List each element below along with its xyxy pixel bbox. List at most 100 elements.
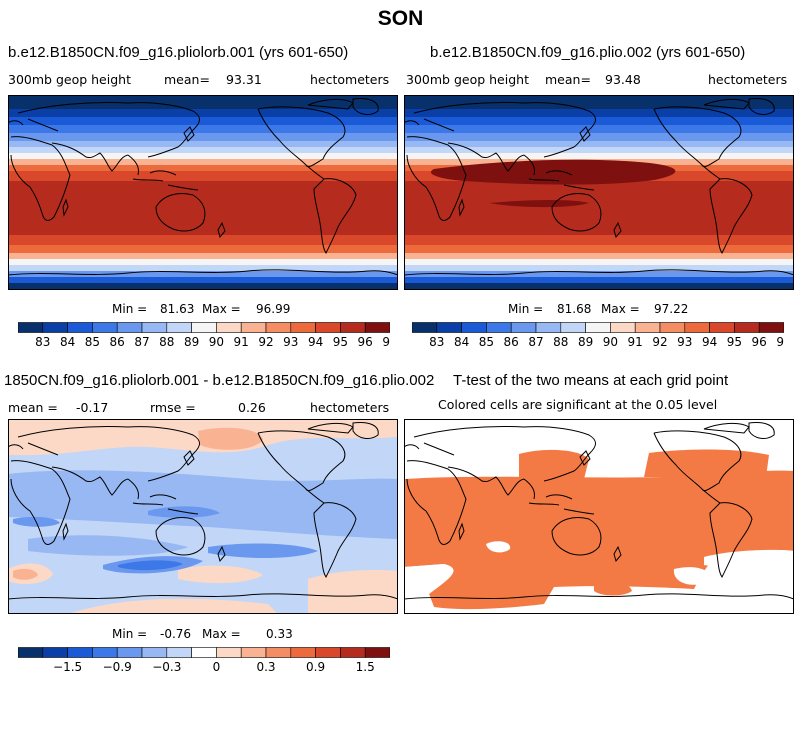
field-band	[8, 153, 398, 159]
colorbar-tick-label: 1.5	[356, 660, 375, 674]
panel3-min-label: Min =	[112, 627, 148, 641]
colorbar-swatch	[18, 647, 44, 658]
colorbar-tick-label: 94	[702, 335, 717, 349]
panel2-units: hectometers	[708, 72, 788, 87]
panel3-min-value: -0.76	[160, 627, 192, 641]
colorbar-swatch	[116, 647, 143, 658]
colorbar-swatch	[486, 322, 512, 333]
colorbar-tick-label: 93	[283, 335, 298, 349]
colorbar-swatch	[216, 322, 242, 333]
colorbar-swatch	[510, 322, 537, 333]
colorbar-swatch	[734, 322, 760, 333]
field-band	[8, 133, 398, 141]
field-band	[404, 271, 794, 277]
panel1-field	[8, 95, 398, 290]
field-band	[8, 283, 398, 290]
colorbar-swatch	[265, 647, 292, 658]
panel2-title: b.e12.B1850CN.f09_g16.plio.002 (yrs 601-…	[430, 44, 746, 61]
colorbar-swatch	[240, 322, 267, 333]
colorbar-tick-label: 95	[333, 335, 348, 349]
colorbar-tick-label: 0.3	[256, 660, 275, 674]
colorbar-swatch	[166, 647, 192, 658]
panel1-colorbar: 83 84 85 86 87 88 89 90 91 92 93 94 95 96 97	[18, 322, 390, 349]
panel1-max-value: 96.99	[256, 302, 291, 316]
colorbar-tick-label: 85	[479, 335, 494, 349]
colorbar-tick-label: 88	[553, 335, 568, 349]
field-band	[8, 245, 398, 253]
colorbar-tick-label: 91	[628, 335, 643, 349]
colorbar-swatch	[340, 322, 366, 333]
colorbar-swatch	[585, 322, 611, 333]
colorbar-tick-label: 92	[652, 335, 667, 349]
colorbar-swatch	[535, 322, 562, 333]
colorbar-tick-label: 85	[85, 335, 100, 349]
panel3-rmse-label: rmse =	[150, 400, 196, 415]
colorbar-swatch	[166, 322, 192, 333]
panel2-map	[404, 95, 794, 290]
field-band	[8, 117, 398, 125]
colorbar-swatch	[42, 322, 68, 333]
panel3-title: 1850CN.f09_g16.pliolorb.001 - b.e12.B185…	[4, 372, 435, 389]
colorbar-tick-label: 94	[308, 335, 323, 349]
colorbar-swatch	[67, 647, 93, 658]
field-band	[8, 147, 398, 153]
colorbar-swatch	[116, 322, 143, 333]
field-band	[404, 283, 794, 290]
panel1-min-label: Min =	[112, 302, 148, 316]
panel3-mean-label: mean =	[8, 400, 58, 415]
panel3-colorbar: −1.5 −0.9 −0.3 0 0.3 0.9 1.5	[18, 647, 390, 674]
panel1-map	[8, 95, 398, 290]
panel3-max-value: 0.33	[266, 627, 293, 641]
colorbar-swatch	[265, 322, 292, 333]
panel3-negative-anomalies	[8, 470, 398, 574]
panel4-subtitle: Colored cells are significant at the 0.0…	[438, 397, 718, 412]
colorbar-tick-label: 96	[752, 335, 767, 349]
colorbar-tick-label: 86	[110, 335, 125, 349]
colorbar-tick-label: 0.9	[306, 660, 325, 674]
field-band	[404, 253, 794, 259]
panel3-units: hectometers	[310, 400, 390, 415]
colorbar-tick-label: 90	[603, 335, 618, 349]
panel2-min-label: Min =	[508, 302, 544, 316]
colorbar-swatch	[92, 322, 118, 333]
panel3-max-label: Max =	[202, 627, 241, 641]
field-band	[8, 141, 398, 147]
colorbar-tick-label: 87	[528, 335, 543, 349]
panel2-max-value: 97.22	[654, 302, 689, 316]
figure-title: SON	[377, 7, 424, 30]
colorbar-swatch	[240, 647, 267, 658]
field-band	[8, 271, 398, 277]
colorbar-swatch	[67, 322, 93, 333]
field-band	[404, 259, 794, 265]
panel2-mean-value: 93.48	[605, 72, 641, 87]
field-band	[8, 109, 398, 117]
colorbar-swatch	[364, 647, 390, 658]
colorbar-swatch	[436, 322, 462, 333]
panel2-max-label: Max =	[601, 302, 640, 316]
field-band	[8, 265, 398, 271]
colorbar-swatch	[42, 647, 68, 658]
panel1-max-label: Max =	[202, 302, 241, 316]
colorbar-swatch	[412, 322, 438, 333]
panel3-rmse-value: 0.26	[238, 400, 266, 415]
field-band	[404, 147, 794, 153]
field-band	[404, 117, 794, 125]
colorbar-tick-label: 97	[776, 335, 784, 349]
field-band	[8, 165, 398, 171]
colorbar-swatch	[560, 322, 586, 333]
field-band	[8, 171, 398, 181]
field-band	[8, 253, 398, 259]
panel1-min-value: 81.63	[160, 302, 195, 316]
field-band	[8, 235, 398, 245]
colorbar-swatch	[92, 647, 118, 658]
field-band	[8, 159, 398, 165]
colorbar-swatch	[315, 322, 341, 333]
field-band	[404, 235, 794, 245]
field-band	[404, 153, 794, 159]
colorbar-tick-label: 90	[209, 335, 224, 349]
colorbar-swatch	[610, 322, 636, 333]
field-band	[8, 277, 398, 283]
panel1-mean-label: mean=	[164, 72, 210, 87]
colorbar-tick-label: 83	[429, 335, 444, 349]
panel2-colorbar: 83 84 85 86 87 88 89 90 91 92 93 94 95 96 97	[412, 322, 784, 349]
